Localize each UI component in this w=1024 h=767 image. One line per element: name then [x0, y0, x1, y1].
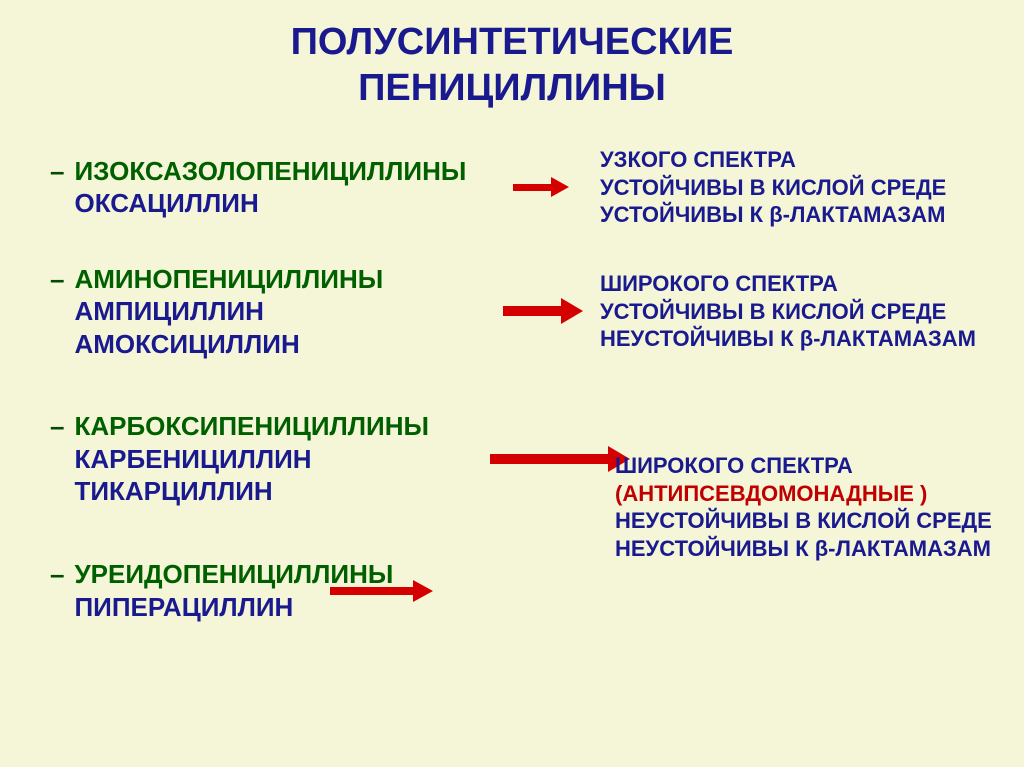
group-left-1: – ИЗОКСАЗОЛОПЕНИЦИЛЛИНЫ ОКСАЦИЛЛИН — [50, 155, 490, 220]
drug-2-0: АМПИЦИЛЛИН — [74, 296, 263, 326]
title-line-2: ПЕНИЦИЛЛИНЫ — [358, 67, 666, 109]
drug-1-0: ОКСАЦИЛЛИН — [74, 188, 258, 218]
arrow-cell-4 — [330, 587, 415, 595]
title-line-1: ПОЛУСИНТЕТИЧЕСКИЕ — [291, 21, 734, 63]
bullet-dash: – — [50, 263, 64, 296]
group-text-1: ИЗОКСАЗОЛОПЕНИЦИЛЛИНЫ ОКСАЦИЛЛИН — [74, 155, 466, 220]
prop-3-2: НЕУСТОЙЧИВЫ В КИСЛОЙ СРЕДЕ — [615, 508, 992, 533]
prop-2-2: НЕУСТОЙЧИВЫ К β-ЛАКТАМАЗАМ — [600, 326, 976, 351]
prop-3-3: НЕУСТОЙЧИВЫ К β-ЛАКТАМАЗАМ — [615, 536, 991, 561]
bullet-dash: – — [50, 558, 64, 591]
content-area: – ИЗОКСАЗОЛОПЕНИЦИЛЛИНЫ ОКСАЦИЛЛИН УЗКОГ… — [30, 146, 994, 623]
arrow-cell-3 — [490, 454, 610, 464]
group-row-4: – УРЕИДОПЕНИЦИЛЛИНЫ ПИПЕРАЦИЛЛИН — [50, 558, 994, 623]
group-text-3: КАРБОКСИПЕНИЦИЛЛИНЫ КАРБЕНИЦИЛЛИН ТИКАРЦ… — [74, 410, 428, 508]
props-2: ШИРОКОГО СПЕКТРА УСТОЙЧИВЫ В КИСЛОЙ СРЕД… — [600, 270, 976, 353]
drug-2-1: АМОКСИЦИЛЛИН — [74, 329, 299, 359]
arrow-icon — [330, 587, 415, 595]
group-row-1: – ИЗОКСАЗОЛОПЕНИЦИЛЛИНЫ ОКСАЦИЛЛИН УЗКОГ… — [50, 146, 994, 229]
group-name-1: ИЗОКСАЗОЛОПЕНИЦИЛЛИНЫ — [74, 156, 466, 186]
group-name-3: КАРБОКСИПЕНИЦИЛЛИНЫ — [74, 411, 428, 441]
arrow-cell-1 — [490, 184, 575, 191]
group-left-3: – КАРБОКСИПЕНИЦИЛЛИНЫ КАРБЕНИЦИЛЛИН ТИКА… — [50, 410, 490, 508]
prop-2-1: УСТОЙЧИВЫ В КИСЛОЙ СРЕДЕ — [600, 299, 946, 324]
props-1: УЗКОГО СПЕКТРА УСТОЙЧИВЫ В КИСЛОЙ СРЕДЕ … — [600, 146, 946, 229]
props-3: ШИРОКОГО СПЕКТРА (АНТИПСЕВДОМОНАДНЫЕ ) Н… — [615, 452, 992, 562]
prop-1-0: УЗКОГО СПЕКТРА — [600, 147, 796, 172]
group-name-4: УРЕИДОПЕНИЦИЛЛИНЫ — [74, 559, 393, 589]
group-row-2: – АМИНОПЕНИЦИЛЛИНЫ АМПИЦИЛЛИН АМОКСИЦИЛЛ… — [50, 263, 994, 361]
bullet-dash: – — [50, 155, 64, 188]
drug-3-0: КАРБЕНИЦИЛЛИН — [74, 444, 311, 474]
slide-title: ПОЛУСИНТЕТИЧЕСКИЕ ПЕНИЦИЛЛИНЫ — [30, 20, 994, 111]
group-text-2: АМИНОПЕНИЦИЛЛИНЫ АМПИЦИЛЛИН АМОКСИЦИЛЛИН — [74, 263, 383, 361]
prop-1-2: УСТОЙЧИВЫ К β-ЛАКТАМАЗАМ — [600, 202, 945, 227]
group-left-2: – АМИНОПЕНИЦИЛЛИНЫ АМПИЦИЛЛИН АМОКСИЦИЛЛ… — [50, 263, 490, 361]
prop-1-1: УСТОЙЧИВЫ В КИСЛОЙ СРЕДЕ — [600, 175, 946, 200]
prop-3-0: ШИРОКОГО СПЕКТРА — [615, 453, 853, 478]
arrow-icon — [490, 454, 610, 464]
drug-4-0: ПИПЕРАЦИЛЛИН — [74, 592, 293, 622]
group-name-2: АМИНОПЕНИЦИЛЛИНЫ — [74, 264, 383, 294]
drug-3-1: ТИКАРЦИЛЛИН — [74, 476, 272, 506]
arrow-icon — [503, 306, 563, 316]
bullet-dash: – — [50, 410, 64, 443]
group-row-3: – КАРБОКСИПЕНИЦИЛЛИНЫ КАРБЕНИЦИЛЛИН ТИКА… — [50, 394, 994, 524]
arrow-cell-2 — [490, 306, 575, 316]
prop-2-0: ШИРОКОГО СПЕКТРА — [600, 271, 838, 296]
prop-3-red: (АНТИПСЕВДОМОНАДНЫЕ ) — [615, 481, 927, 506]
arrow-icon — [513, 184, 553, 191]
